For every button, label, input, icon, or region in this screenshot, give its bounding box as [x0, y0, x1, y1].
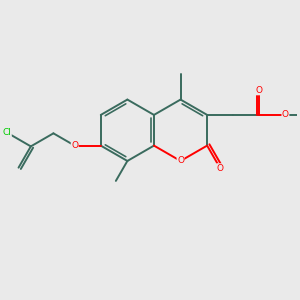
Text: O: O [217, 164, 224, 173]
Text: O: O [256, 86, 263, 95]
Text: O: O [177, 157, 184, 166]
Text: O: O [282, 110, 289, 119]
Text: Cl: Cl [2, 128, 11, 137]
Text: O: O [71, 141, 78, 150]
